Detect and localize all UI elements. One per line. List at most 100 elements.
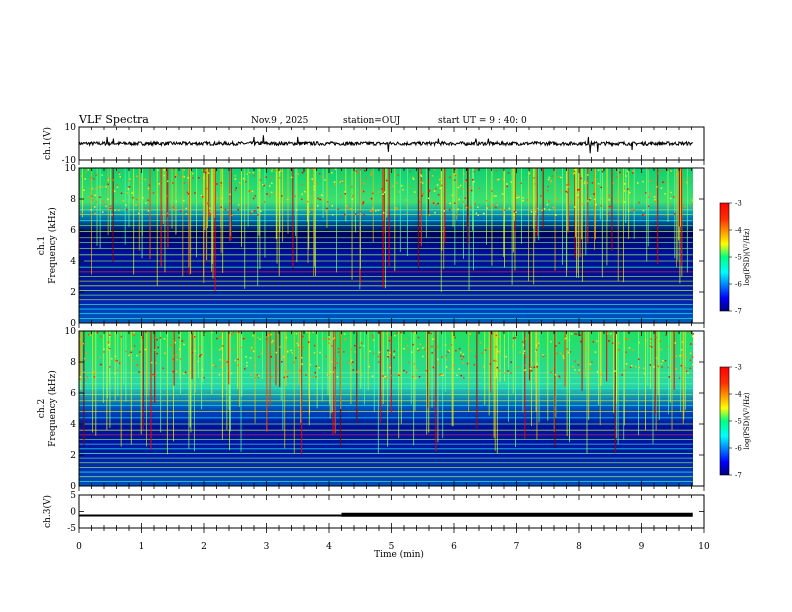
colorbar-tick-label: -3	[735, 364, 742, 372]
psd-speck	[332, 338, 335, 340]
psd-speck	[114, 190, 116, 192]
psd-speck	[504, 209, 506, 211]
psd-speck	[531, 362, 533, 365]
psd-speck	[362, 203, 364, 205]
psd-speck	[448, 209, 451, 211]
psd-speck	[439, 373, 441, 376]
psd-speck	[304, 190, 306, 193]
psd-speck	[377, 356, 380, 358]
psd-speck	[202, 353, 204, 356]
psd-speck	[249, 191, 252, 193]
psd-speck	[343, 333, 346, 335]
psd-speck	[647, 205, 650, 208]
psd-speck	[382, 212, 385, 214]
psd-speck	[435, 187, 437, 190]
psd-speck	[439, 178, 441, 181]
psd-speck	[387, 349, 389, 352]
psd-speck	[514, 336, 517, 339]
psd-speck	[667, 345, 669, 348]
psd-speck	[510, 372, 512, 374]
psd-speck	[119, 175, 121, 178]
psd-speck	[613, 332, 616, 335]
psd-speck	[409, 170, 412, 173]
y-tick-label: 5	[70, 491, 76, 501]
psd-speck	[318, 172, 321, 175]
psd-speck	[460, 355, 462, 357]
psd-speck	[313, 344, 316, 347]
psd-speck	[199, 346, 202, 349]
psd-speck	[550, 371, 552, 374]
psd-speck	[350, 348, 353, 351]
psd-speck	[257, 376, 260, 379]
psd-speck	[82, 342, 85, 345]
psd-speck	[99, 356, 101, 359]
psd-speck	[256, 374, 259, 376]
psd-speck	[141, 336, 144, 339]
psd-speck	[347, 207, 349, 209]
psd-speck	[395, 373, 397, 375]
psd-speck	[95, 201, 98, 203]
psd-speck	[109, 205, 112, 207]
psd-speck	[547, 178, 550, 181]
psd-speck	[449, 368, 451, 370]
psd-speck	[453, 179, 456, 181]
psd-speck	[211, 331, 213, 333]
psd-speck	[685, 356, 688, 358]
psd-speck	[201, 368, 204, 371]
psd-speck	[331, 205, 334, 207]
y-tick-label: 4	[70, 420, 76, 430]
psd-speck	[313, 185, 315, 188]
psd-speck	[459, 351, 462, 354]
psd-speck	[534, 350, 537, 352]
y-tick-label: 6	[70, 226, 76, 236]
psd-speck	[668, 204, 671, 207]
psd-speck	[226, 361, 229, 363]
psd-speck	[515, 211, 517, 214]
psd-speck	[632, 170, 634, 173]
psd-speck	[271, 168, 274, 170]
psd-speck	[537, 344, 539, 347]
psd-speck	[172, 370, 174, 373]
psd-speck	[495, 334, 498, 337]
psd-speck	[656, 172, 659, 175]
psd-speck	[469, 333, 471, 336]
psd-speck	[350, 359, 353, 362]
y-axis-label: ch.1	[37, 236, 47, 255]
psd-speck	[520, 182, 522, 184]
psd-speck	[245, 356, 247, 358]
psd-speck	[473, 180, 475, 183]
psd-speck	[235, 187, 237, 189]
psd-speck	[205, 172, 207, 174]
psd-speck	[673, 196, 675, 198]
ch2-colorbar: -3 -4 -5 -6 -7 log(PSD)(V²/Hz)	[719, 364, 751, 480]
psd-speck	[137, 365, 139, 368]
psd-speck	[479, 341, 482, 344]
psd-speck	[600, 186, 602, 189]
psd-speck	[378, 191, 380, 193]
psd-speck	[535, 349, 538, 351]
psd-speck	[474, 203, 476, 205]
psd-speck	[96, 331, 99, 334]
psd-speck	[502, 178, 504, 180]
psd-speck	[267, 333, 269, 336]
psd-speck	[385, 179, 388, 182]
psd-speck	[393, 356, 395, 359]
psd-speck	[103, 351, 105, 353]
psd-speck	[692, 335, 694, 338]
psd-speck	[493, 336, 495, 338]
psd-speck	[295, 332, 298, 335]
psd-speck	[118, 171, 120, 174]
psd-speck	[218, 349, 221, 351]
ch2-spectrogram-marks	[79, 331, 695, 482]
psd-speck	[351, 185, 353, 188]
psd-speck	[670, 191, 672, 194]
psd-speck	[220, 182, 223, 184]
psd-speck	[271, 341, 273, 344]
psd-speck	[184, 371, 187, 374]
psd-speck	[237, 204, 240, 206]
psd-speck	[232, 332, 235, 334]
psd-speck	[211, 170, 213, 172]
psd-speck	[427, 197, 430, 200]
psd-speck	[254, 365, 257, 367]
psd-speck	[81, 212, 83, 215]
